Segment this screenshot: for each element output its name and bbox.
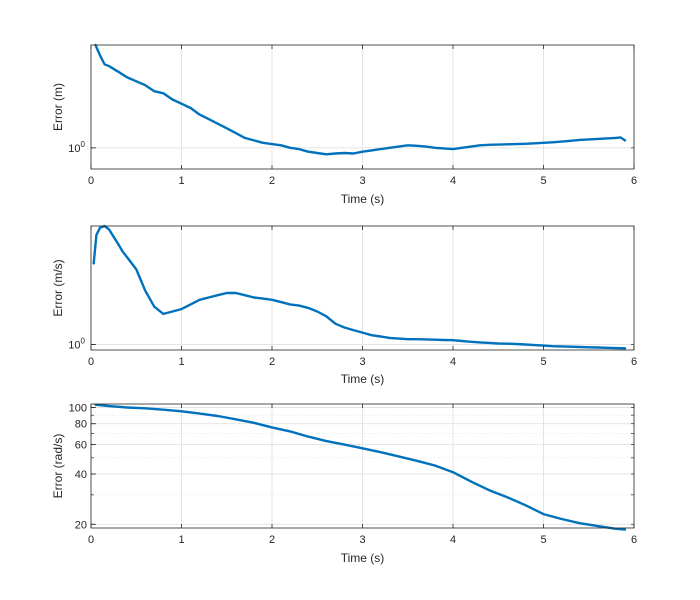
x-tick-label: 6	[631, 356, 637, 368]
x-tick-label: 2	[269, 534, 275, 546]
x-tick-label: 2	[269, 356, 275, 368]
x-tick-label: 6	[631, 175, 637, 187]
y-axis-ticks: 20 40 60 80 100	[69, 403, 634, 531]
x-tick-label: 5	[540, 175, 546, 187]
x-tick-label: 1	[178, 534, 184, 546]
series-line-0	[94, 43, 627, 156]
x-tick-label: 4	[450, 175, 456, 187]
y-tick-label: 80	[75, 419, 87, 431]
ylabel-position: Error (m)	[51, 83, 65, 131]
y-tick-label: 100	[68, 140, 85, 155]
x-tick-label: 5	[540, 356, 546, 368]
subplot-position-error: Time (s) Error (m) 0 1 2 3 4 5 6 100	[51, 43, 637, 206]
x-axis-ticks: 0 1 2 3 4 5 6	[88, 226, 637, 368]
y-axis-ticks: 100	[68, 337, 634, 352]
xlabel-angular-rate: Time (s)	[341, 551, 385, 565]
y-tick-label: 60	[75, 440, 87, 452]
y-tick-label: 40	[75, 469, 87, 481]
ylabel-velocity: Error (m/s)	[51, 259, 65, 316]
x-tick-label: 6	[631, 534, 637, 546]
x-tick-label: 3	[359, 356, 365, 368]
xlabel-position: Time (s)	[341, 192, 385, 206]
y-tick-label: 20	[75, 519, 87, 531]
x-tick-label: 3	[359, 534, 365, 546]
subplot-velocity-error: Time (s) Error (m/s) 0 1 2 3 4 5 6 100	[51, 224, 637, 386]
ylabel-angular-rate: Error (rad/s)	[51, 434, 65, 499]
x-tick-label: 5	[540, 534, 546, 546]
x-tick-label: 1	[178, 356, 184, 368]
x-tick-label: 0	[88, 534, 94, 546]
series-line-0	[92, 224, 627, 350]
x-tick-label: 0	[88, 175, 94, 187]
x-tick-label: 2	[269, 175, 275, 187]
x-tick-label: 0	[88, 356, 94, 368]
x-axis-ticks: 0 1 2 3 4 5 6	[88, 404, 637, 546]
x-tick-label: 1	[178, 175, 184, 187]
xlabel-velocity: Time (s)	[341, 372, 385, 386]
x-tick-label: 4	[450, 534, 456, 546]
y-tick-label: 100	[68, 337, 85, 352]
x-tick-label: 4	[450, 356, 456, 368]
series-line-0	[94, 403, 627, 531]
x-axis-ticks: 0 1 2 3 4 5 6	[88, 45, 637, 187]
y-tick-label: 100	[69, 403, 87, 415]
y-axis-ticks: 100	[68, 140, 634, 155]
subplot-angular-rate-error: Time (s) Error (rad/s) 0 1 2 3 4 5 6 20 40 60 80 10…	[51, 403, 637, 565]
x-tick-label: 3	[359, 175, 365, 187]
